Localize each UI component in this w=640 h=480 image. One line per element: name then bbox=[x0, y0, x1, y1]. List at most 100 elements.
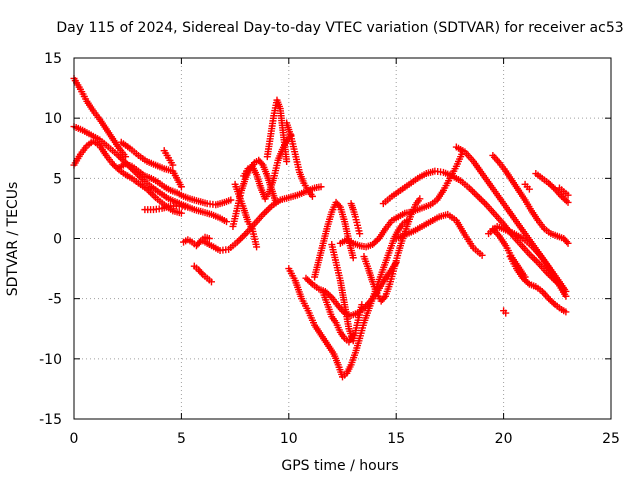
data-point bbox=[266, 204, 274, 212]
y-tick-label: 0 bbox=[53, 232, 62, 248]
x-tick-label: 5 bbox=[177, 431, 186, 447]
data-point bbox=[469, 187, 477, 195]
data-point bbox=[416, 195, 424, 203]
series-track-25 bbox=[392, 210, 486, 259]
data-point bbox=[562, 292, 570, 300]
data-point bbox=[524, 279, 532, 287]
series-track-29 bbox=[532, 170, 572, 206]
data-point bbox=[481, 199, 489, 207]
data-point bbox=[563, 238, 571, 246]
data-point bbox=[326, 292, 334, 300]
data-point bbox=[562, 308, 570, 316]
series-track-24 bbox=[379, 167, 568, 293]
chart-title: Day 115 of 2024, Sidereal Day-to-day VTE… bbox=[56, 20, 623, 36]
data-point bbox=[283, 157, 291, 165]
data-point bbox=[169, 161, 177, 169]
data-point bbox=[261, 209, 269, 217]
data-point bbox=[356, 230, 364, 238]
x-tick-label: 0 bbox=[70, 431, 79, 447]
series-track-32 bbox=[555, 184, 572, 199]
data-point bbox=[227, 196, 235, 204]
series-track-22 bbox=[347, 200, 364, 238]
x-tick-label: 10 bbox=[280, 431, 298, 447]
y-tick-label: -10 bbox=[39, 352, 62, 368]
data-point bbox=[467, 186, 475, 194]
data-point bbox=[564, 191, 572, 199]
data-point bbox=[223, 218, 231, 226]
data-point bbox=[529, 254, 537, 262]
data-point bbox=[207, 278, 215, 286]
data-point bbox=[317, 183, 325, 191]
series-track-27 bbox=[489, 151, 572, 247]
series-track-13 bbox=[263, 96, 291, 165]
data-point bbox=[253, 243, 261, 251]
x-tick-label: 25 bbox=[602, 431, 620, 447]
series-track-15 bbox=[283, 119, 316, 200]
data-point bbox=[472, 191, 480, 199]
series-track-6 bbox=[141, 202, 192, 214]
data-point bbox=[550, 299, 558, 307]
y-axis-label: SDTVAR / TECUs bbox=[5, 182, 21, 297]
data-point bbox=[474, 192, 482, 200]
data-point bbox=[272, 198, 280, 206]
series-track-14 bbox=[231, 180, 261, 251]
series-track-30 bbox=[506, 253, 570, 316]
series-track-28 bbox=[485, 222, 570, 300]
data-point bbox=[205, 235, 213, 242]
series-track-23 bbox=[360, 195, 424, 305]
series-track-18 bbox=[311, 198, 357, 281]
y-tick-label: 5 bbox=[53, 171, 62, 187]
y-tick-label: -15 bbox=[39, 412, 62, 428]
data-point bbox=[564, 198, 572, 206]
data-point bbox=[478, 251, 486, 259]
series-track-9 bbox=[190, 262, 215, 286]
data-point bbox=[358, 301, 366, 309]
data-point bbox=[502, 309, 510, 317]
axis-ticks: 0 5 10 15 20 25 -15 -10 -5 0 5 10 15 bbox=[39, 51, 620, 447]
data-point bbox=[308, 192, 316, 200]
data-point bbox=[479, 197, 487, 205]
data-point bbox=[550, 184, 558, 192]
data-point bbox=[264, 205, 272, 213]
data-point bbox=[113, 164, 121, 172]
series-track-5 bbox=[117, 138, 185, 191]
series-track-33 bbox=[521, 180, 533, 193]
series-track-34 bbox=[500, 307, 510, 317]
data-point bbox=[349, 254, 357, 262]
data-point bbox=[531, 255, 539, 263]
data-point bbox=[525, 185, 533, 193]
data-point bbox=[150, 192, 158, 200]
data-point bbox=[177, 209, 185, 217]
data-point bbox=[562, 197, 570, 205]
y-tick-label: 10 bbox=[44, 111, 62, 127]
data-point bbox=[335, 202, 343, 210]
data-point bbox=[470, 189, 478, 197]
data-point bbox=[238, 233, 246, 241]
y-tick-label: 15 bbox=[44, 51, 62, 67]
data-point bbox=[258, 159, 266, 167]
data-point bbox=[197, 269, 205, 277]
y-tick-label: -5 bbox=[48, 292, 62, 308]
data-point bbox=[240, 231, 248, 239]
data-point bbox=[235, 236, 243, 244]
series-track-7 bbox=[160, 147, 177, 169]
data-point bbox=[177, 183, 185, 191]
data-point bbox=[380, 294, 388, 302]
series-track-31 bbox=[489, 225, 529, 281]
data-point bbox=[477, 196, 485, 204]
data-markers bbox=[70, 74, 572, 381]
series-track-4 bbox=[115, 160, 235, 209]
data-point bbox=[184, 203, 192, 211]
x-tick-label: 20 bbox=[495, 431, 513, 447]
x-tick-label: 15 bbox=[387, 431, 405, 447]
data-point bbox=[476, 194, 484, 202]
data-point bbox=[564, 239, 572, 247]
series-track-21 bbox=[328, 241, 366, 345]
x-axis-label: GPS time / hours bbox=[281, 458, 398, 474]
data-point bbox=[527, 252, 535, 260]
data-point bbox=[307, 279, 315, 287]
data-point bbox=[521, 273, 529, 281]
data-point bbox=[532, 257, 540, 265]
data-point bbox=[237, 235, 245, 243]
